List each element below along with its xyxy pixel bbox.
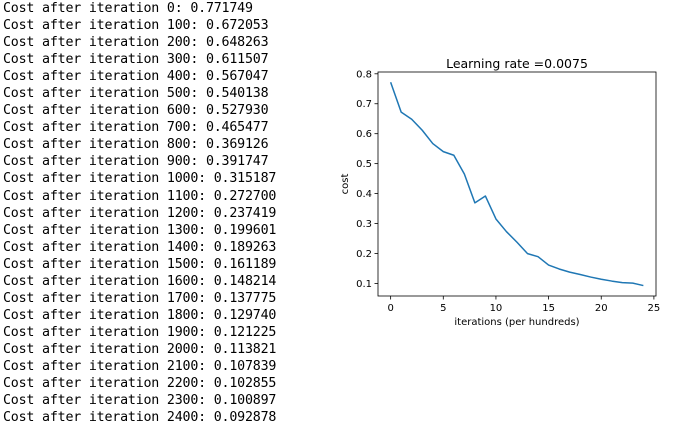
- cost-log-line: Cost after iteration 1200: 0.237419: [3, 205, 277, 221]
- x-tick-label: 15: [542, 303, 555, 314]
- cost-log: Cost after iteration 0: 0.771749 Cost aft…: [3, 0, 276, 426]
- cost-log-line: Cost after iteration 1600: 0.148214: [3, 273, 277, 289]
- y-tick-label: 0.3: [356, 219, 372, 230]
- cost-chart: 0 5 10 15 20 25 0.1 0.2 0.3 0.4 0.5 0.6 0.7 0.8 Learn…: [340, 56, 660, 328]
- axes-frame: [377, 71, 657, 297]
- x-tick-label: 5: [440, 303, 446, 314]
- cost-log-line: Cost after iteration 500: 0.540138: [3, 86, 269, 102]
- cost-log-line: Cost after iteration 2100: 0.107839: [3, 358, 277, 374]
- x-axis-label: iterations (per hundreds): [454, 317, 579, 328]
- y-tick-label: 0.4: [356, 189, 372, 200]
- y-axis-label: cost: [340, 174, 351, 195]
- cost-log-line: Cost after iteration 1700: 0.137775: [3, 290, 277, 306]
- y-tick-label: 0.5: [356, 159, 372, 170]
- y-tick-label: 0.7: [356, 99, 372, 110]
- cost-log-line: Cost after iteration 800: 0.369126: [3, 137, 269, 153]
- cost-log-line: Cost after iteration 100: 0.672053: [3, 18, 269, 34]
- cost-log-line: Cost after iteration 1400: 0.189263: [3, 239, 277, 255]
- cost-log-line: Cost after iteration 0: 0.771749: [3, 1, 253, 16]
- cost-log-line: Cost after iteration 1000: 0.315187: [3, 171, 277, 187]
- y-tick-label: 0.8: [356, 69, 372, 80]
- x-tick-label: 20: [595, 303, 608, 314]
- cost-log-line: Cost after iteration 1300: 0.199601: [3, 222, 277, 238]
- cost-log-line: Cost after iteration 2400: 0.092878: [3, 410, 277, 426]
- cost-log-line: Cost after iteration 400: 0.567047: [3, 69, 269, 85]
- cost-log-line: Cost after iteration 300: 0.611507: [3, 52, 269, 68]
- chart-title: Learning rate =0.0075: [446, 56, 588, 71]
- cost-log-line: Cost after iteration 900: 0.391747: [3, 154, 269, 170]
- cost-log-line: Cost after iteration 200: 0.648263: [3, 35, 269, 51]
- y-tick-label: 0.6: [356, 129, 372, 140]
- cost-log-line: Cost after iteration 2300: 0.100897: [3, 393, 277, 409]
- series-line: [389, 82, 644, 287]
- plot-area: 0 5 10 15 20 25 0.1 0.2 0.3 0.4 0.5 0.6 0.7 0.8: [356, 69, 660, 314]
- cost-log-line: Cost after iteration 2000: 0.113821: [3, 341, 277, 357]
- y-tick-label: 0.1: [356, 279, 372, 290]
- cost-log-line: Cost after iteration 1800: 0.129740: [3, 307, 277, 323]
- x-tick-label: 10: [490, 303, 503, 314]
- cost-log-line: Cost after iteration 600: 0.527930: [3, 103, 269, 119]
- cost-log-line: Cost after iteration 1500: 0.161189: [3, 256, 277, 272]
- cost-log-line: Cost after iteration 700: 0.465477: [3, 120, 269, 136]
- x-tick-label: 0: [387, 303, 393, 314]
- x-tick-label: 25: [648, 303, 661, 314]
- y-tick-label: 0.2: [356, 249, 372, 260]
- cost-log-line: Cost after iteration 1100: 0.272700: [3, 188, 277, 204]
- cost-log-line: Cost after iteration 2200: 0.102855: [3, 376, 277, 392]
- cost-log-line: Cost after iteration 1900: 0.121225: [3, 324, 277, 340]
